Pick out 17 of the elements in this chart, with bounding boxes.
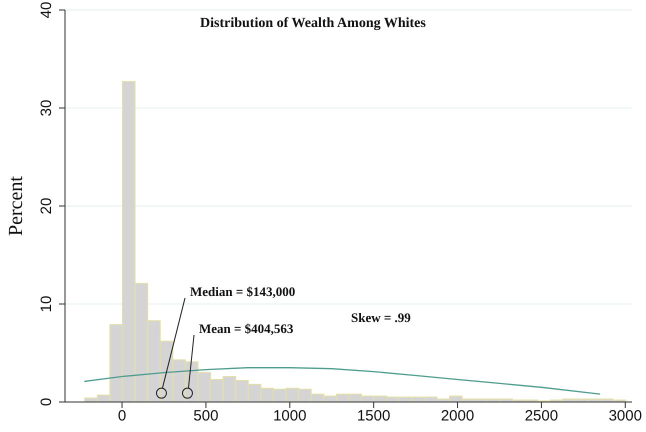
x-tick-label: 2500 (524, 408, 558, 425)
annotation: Skew = .99 (351, 310, 411, 326)
y-tick-label: 20 (38, 198, 55, 214)
y-tick-label: 0 (38, 398, 55, 406)
y-axis-title: Percent (5, 176, 27, 236)
x-tick-label: 1000 (273, 408, 306, 425)
y-tick-label: 30 (38, 100, 55, 116)
x-tick-label: 500 (193, 408, 218, 425)
x-tick-label: 0 (118, 408, 126, 425)
annotation: Mean = $404,563 (199, 321, 294, 337)
x-tick-label: 3000 (608, 408, 642, 425)
x-tick-label: 1500 (356, 408, 390, 425)
x-tick-label: 2000 (440, 408, 474, 425)
y-tick-label: 40 (38, 2, 55, 18)
annotation: Median = $143,000 (190, 284, 296, 300)
y-tick-label: 10 (38, 296, 55, 312)
chart-title: Distribution of Wealth Among Whites (200, 16, 426, 32)
